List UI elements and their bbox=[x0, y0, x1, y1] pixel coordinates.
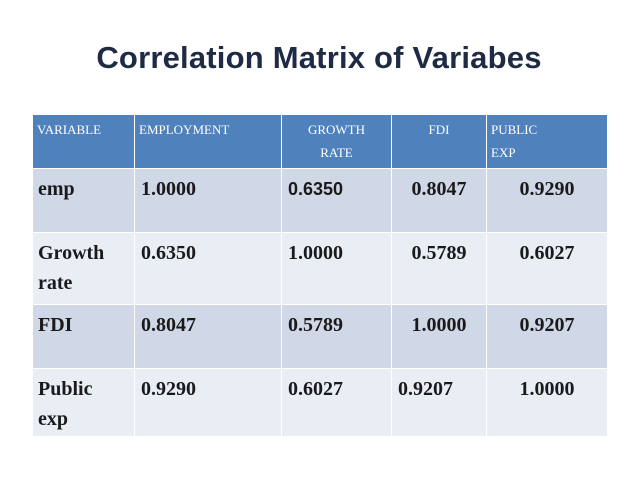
row-label-growth-rate: Growth rate bbox=[32, 232, 135, 305]
row-label-fdi: FDI bbox=[32, 304, 135, 369]
slide-title: Correlation Matrix of Variabes bbox=[96, 40, 542, 75]
header-variable: VARIABLE bbox=[32, 115, 135, 169]
header-fdi: FDI bbox=[391, 115, 487, 169]
cell-value: 0.8047 bbox=[391, 168, 487, 233]
table-header-row: VARIABLE EMPLOYMENT GROWTH RATE FDI PUBL… bbox=[32, 115, 608, 169]
table-row: emp 1.0000 0.6350 0.8047 0.9290 bbox=[32, 168, 608, 233]
cell-value: 1.0000 bbox=[391, 304, 487, 369]
cell-value: 0.6350 bbox=[281, 168, 392, 233]
cell-value: 0.8047 bbox=[134, 304, 282, 369]
table-row: Growth rate 0.6350 1.0000 0.5789 0.6027 bbox=[32, 232, 608, 305]
correlation-matrix-table: VARIABLE EMPLOYMENT GROWTH RATE FDI PUBL… bbox=[32, 115, 608, 437]
table-row: Public exp 0.9290 0.6027 0.9207 1.0000 bbox=[32, 368, 608, 437]
cell-value: 0.9207 bbox=[486, 304, 608, 369]
cell-value: 0.5789 bbox=[391, 232, 487, 305]
cell-value: 0.6350 bbox=[134, 232, 282, 305]
header-public-exp: PUBLIC EXP bbox=[486, 115, 608, 169]
cell-value: 0.5789 bbox=[281, 304, 392, 369]
cell-value: 0.9290 bbox=[134, 368, 282, 437]
header-growth-rate: GROWTH RATE bbox=[281, 115, 392, 169]
cell-value: 0.9207 bbox=[391, 368, 487, 437]
cell-value: 0.6027 bbox=[486, 232, 608, 305]
table-row: FDI 0.8047 0.5789 1.0000 0.9207 bbox=[32, 304, 608, 369]
cell-value: 0.6027 bbox=[281, 368, 392, 437]
cell-value: 1.0000 bbox=[486, 368, 608, 437]
cell-value: 1.0000 bbox=[134, 168, 282, 233]
header-employment: EMPLOYMENT bbox=[134, 115, 282, 169]
cell-value: 0.9290 bbox=[486, 168, 608, 233]
row-label-public-exp: Public exp bbox=[32, 368, 135, 437]
row-label-emp: emp bbox=[32, 168, 135, 233]
cell-value: 1.0000 bbox=[281, 232, 392, 305]
